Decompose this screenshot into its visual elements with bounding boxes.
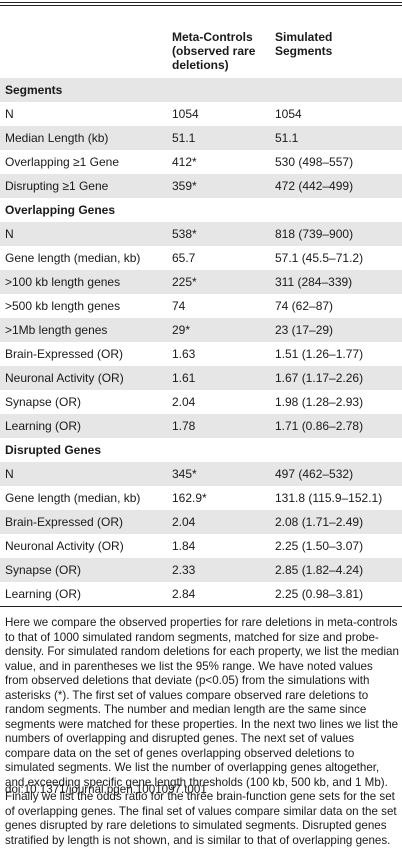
table-row: Disrupting ≥1 Gene 359* 472 (442–499) [0, 174, 402, 198]
table-row: Synapse (OR) 2.04 1.98 (1.28–2.93) [0, 390, 402, 414]
caption: Here we compare the observed properties … [5, 616, 399, 847]
table-row: Median Length (kb) 51.1 51.1 [0, 126, 402, 150]
column-heading: Simulated Segments [275, 30, 333, 58]
table-row: Brain-Expressed (OR) 1.63 1.51 (1.26–1.77) [0, 342, 402, 366]
cell: 1.84 [172, 539, 196, 553]
table-row: Learning (OR) 1.78 1.71 (0.86–2.78) [0, 414, 402, 438]
header-rule [0, 78, 402, 79]
cell: 359* [172, 179, 197, 193]
row-label: >100 kb length genes [5, 275, 121, 289]
cell: 1.61 [172, 371, 196, 385]
row-label: Gene length (median, kb) [5, 251, 141, 265]
cell: 412* [172, 155, 197, 169]
cell: 23 (17–29) [275, 323, 334, 337]
cell: 51.1 [275, 131, 299, 145]
table-row: Overlapping ≥1 Gene 412* 530 (498–557) [0, 150, 402, 174]
cell: 2.04 [172, 395, 196, 409]
cell: 497 (462–532) [275, 467, 354, 481]
bottom-rule [0, 606, 402, 607]
row-label: Learning (OR) [5, 419, 82, 433]
cell: 162.9* [172, 491, 207, 505]
table-row: Synapse (OR) 2.33 2.85 (1.82–4.24) [0, 558, 402, 582]
cell: 538* [172, 227, 197, 241]
table-row: Gene length (median, kb) 162.9* 131.8 (115… [0, 486, 402, 510]
cell: 530 (498–557) [275, 155, 354, 169]
table-row: >100 kb length genes 225* 311 (284–339) [0, 270, 402, 294]
cell: 2.85 (1.82–4.24) [275, 563, 364, 577]
section-title: Segments [5, 83, 63, 97]
cell: 65.7 [172, 251, 196, 265]
table-row: Neuronal Activity (OR) 1.84 2.25 (1.50–3.0… [0, 534, 402, 558]
row-label: Learning (OR) [5, 587, 82, 601]
table-row: N 1054 1054 [0, 102, 402, 126]
cell: 1.63 [172, 347, 196, 361]
row-label: N [5, 227, 14, 241]
row-label: N [5, 467, 14, 481]
section-row: Overlapping Genes [0, 198, 402, 222]
table-row: >1Mb length genes 29* 23 (17–29) [0, 318, 402, 342]
row-label: >1Mb length genes [5, 323, 108, 337]
table-row: Learning (OR) 2.84 2.25 (0.98–3.81) [0, 582, 402, 606]
table-header: Meta-Controls (observed rare deletions) … [0, 30, 402, 78]
row-label: Disrupting ≥1 Gene [5, 179, 109, 193]
cell: 1.98 (1.28–2.93) [275, 395, 364, 409]
cell: 2.08 (1.71–2.49) [275, 515, 364, 529]
cell: 74 [172, 299, 186, 313]
cell: 2.33 [172, 563, 196, 577]
cell: 1.78 [172, 419, 196, 433]
row-label: Neuronal Activity (OR) [5, 371, 124, 385]
table: Segments N 1054 1054 Median Length (kb) 51.1 5… [0, 78, 402, 606]
row-label: Overlapping ≥1 Gene [5, 155, 119, 169]
row-label: Brain-Expressed (OR) [5, 515, 124, 529]
cell: 131.8 (115.9–152.1) [275, 491, 383, 505]
doi: doi:10.1371/journal.pgen.1001097.t001 [5, 783, 207, 796]
cell: 1054 [275, 107, 302, 121]
row-label: Synapse (OR) [5, 563, 82, 577]
table-row: >500 kb length genes 74 74 (62–87) [0, 294, 402, 318]
cell: 311 (284–339) [275, 275, 353, 289]
table-row: Gene length (median, kb) 65.7 57.1 (45.5–7… [0, 246, 402, 270]
cell: 57.1 (45.5–71.2) [275, 251, 364, 265]
cell: 74 (62–87) [275, 299, 334, 313]
row-label: >500 kb length genes [5, 299, 121, 313]
cell: 2.25 (0.98–3.81) [275, 587, 364, 601]
row-label: Brain-Expressed (OR) [5, 347, 124, 361]
section-title: Disrupted Genes [5, 443, 102, 457]
cell: 1.71 (0.86–2.78) [275, 419, 364, 433]
row-label: Median Length (kb) [5, 131, 109, 145]
cell: 29* [172, 323, 191, 337]
row-label: Synapse (OR) [5, 395, 82, 409]
cell: 818 (739–900) [275, 227, 354, 241]
section-row: Disrupted Genes [0, 438, 402, 462]
table-row: N 345* 497 (462–532) [0, 462, 402, 486]
cell: 2.04 [172, 515, 196, 529]
cell: 2.84 [172, 587, 196, 601]
table-row: Neuronal Activity (OR) 1.61 1.67 (1.17–2.2… [0, 366, 402, 390]
column-heading: Meta-Controls (observed rare deletions) [172, 30, 256, 72]
cell: 225* [172, 275, 197, 289]
cell: 1.51 (1.26–1.77) [275, 347, 364, 361]
section-title: Overlapping Genes [5, 203, 116, 217]
cell: 1.67 (1.17–2.26) [275, 371, 364, 385]
cell: 1054 [172, 107, 199, 121]
section-row: Segments [0, 78, 402, 102]
cell: 51.1 [172, 131, 196, 145]
row-label: Gene length (median, kb) [5, 491, 141, 505]
cell: 472 (442–499) [275, 179, 354, 193]
row-label: N [5, 107, 14, 121]
top-rule [0, 2, 402, 3]
top-rule [0, 5, 402, 6]
cell: 2.25 (1.50–3.07) [275, 539, 364, 553]
table-row: N 538* 818 (739–900) [0, 222, 402, 246]
table-row: Brain-Expressed (OR) 2.04 2.08 (1.71–2.49) [0, 510, 402, 534]
cell: 345* [172, 467, 197, 481]
row-label: Neuronal Activity (OR) [5, 539, 124, 553]
